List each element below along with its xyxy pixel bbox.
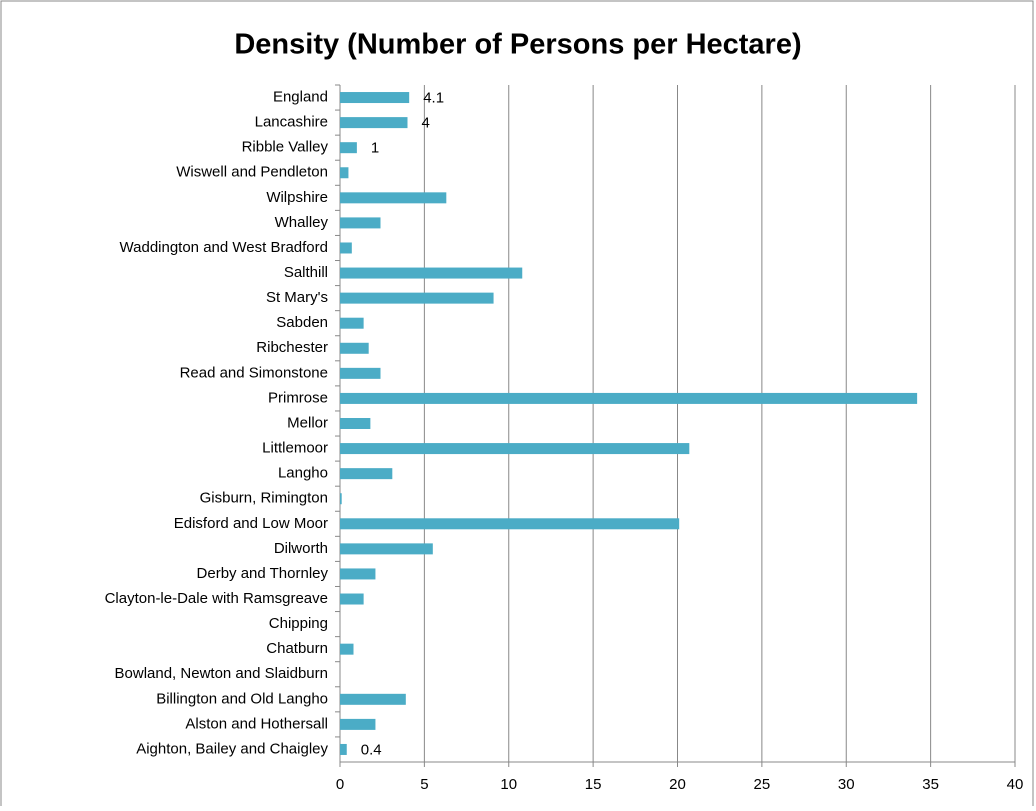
x-tick-label: 30	[838, 776, 855, 793]
x-tick-label: 20	[669, 776, 686, 793]
y-tick-label: Clayton-le-Dale with Ramsgreave	[105, 590, 328, 607]
bar	[340, 342, 369, 354]
bar	[340, 392, 918, 404]
bar	[340, 518, 680, 530]
y-tick-label: Aighton, Bailey and Chaigley	[136, 740, 328, 757]
bar	[340, 443, 690, 455]
y-tick-label: Waddington and West Bradford	[120, 239, 328, 256]
x-tick-label: 25	[754, 776, 771, 793]
bar	[340, 568, 376, 580]
bar	[340, 468, 393, 480]
bar	[340, 643, 354, 655]
bar	[340, 142, 357, 154]
bar	[340, 317, 364, 329]
y-tick-label: Sabden	[276, 314, 328, 331]
y-tick-label: Bowland, Newton and Slaidburn	[115, 665, 328, 682]
y-tick-label: Chatburn	[266, 640, 328, 657]
x-tick-label: 10	[500, 776, 517, 793]
y-tick-label: Primrose	[268, 389, 328, 406]
bar	[340, 292, 494, 304]
y-tick-label: Whalley	[275, 214, 329, 231]
y-tick-label: Read and Simonstone	[180, 364, 328, 381]
data-label: 0.4	[361, 741, 382, 758]
y-tick-label: Ribble Valley	[242, 139, 329, 156]
bar	[340, 267, 523, 279]
bar	[340, 543, 433, 555]
y-tick-label: Alston and Hothersall	[185, 715, 328, 732]
x-tick-label: 35	[922, 776, 939, 793]
y-tick-label: Wilpshire	[266, 189, 328, 206]
bar	[340, 493, 342, 505]
bar	[340, 743, 347, 755]
y-tick-label: St Mary's	[266, 289, 328, 306]
y-tick-label: Mellor	[287, 414, 328, 431]
bar	[340, 693, 406, 705]
data-label: 4	[422, 115, 430, 132]
data-label: 4.1	[423, 90, 444, 107]
chart-title: Density (Number of Persons per Hectare)	[234, 29, 801, 61]
y-tick-label: Edisford and Low Moor	[174, 515, 328, 532]
y-tick-label: Gisburn, Rimington	[200, 490, 328, 507]
y-tick-label: Derby and Thornley	[197, 565, 329, 582]
y-tick-label: Littlemoor	[262, 440, 328, 457]
bar	[340, 92, 410, 104]
bar	[340, 217, 381, 229]
x-tick-label: 40	[1007, 776, 1024, 793]
data-label: 1	[371, 140, 379, 157]
bar	[340, 718, 376, 730]
y-tick-label: Lancashire	[255, 114, 328, 131]
y-tick-label: Billington and Old Langho	[156, 690, 328, 707]
y-tick-label: England	[273, 89, 328, 106]
y-tick-label: Langho	[278, 465, 328, 482]
y-tick-label: Chipping	[269, 615, 328, 632]
bar	[340, 242, 352, 254]
bar	[340, 117, 408, 129]
x-tick-label: 0	[336, 776, 344, 793]
y-tick-label: Ribchester	[256, 339, 328, 356]
bar	[340, 367, 381, 379]
y-tick-label: Wiswell and Pendleton	[176, 164, 328, 181]
bar	[340, 192, 447, 204]
y-tick-label: Dilworth	[274, 540, 328, 557]
y-tick-label: Salthill	[284, 264, 328, 281]
x-tick-label: 15	[585, 776, 602, 793]
bar	[340, 418, 371, 429]
x-tick-label: 5	[420, 776, 428, 793]
bar	[340, 167, 349, 179]
bar	[340, 593, 364, 605]
